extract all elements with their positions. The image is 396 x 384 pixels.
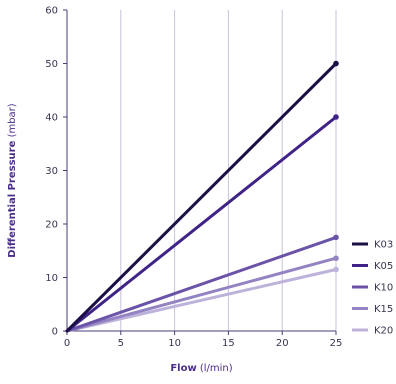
legend-label: K20: [374, 326, 393, 337]
x-tick-label: 20: [276, 338, 289, 349]
legend-label: K15: [374, 304, 393, 315]
y-tick-label: 30: [45, 166, 58, 177]
legend-label: K05: [374, 261, 393, 272]
x-tick-label: 0: [64, 338, 70, 349]
series-line-k05: [65, 115, 338, 333]
y-tick-label: 0: [52, 327, 58, 338]
y-axis-title-unit: (mbar): [7, 103, 18, 140]
series-line-k20: [65, 268, 338, 333]
series-line-k15: [65, 256, 338, 333]
y-tick-label: 40: [45, 113, 58, 124]
legend: K03 K05 K10 K15 K20: [352, 240, 393, 337]
x-tick-label: 15: [222, 338, 235, 349]
series-end-point-k20: [333, 266, 339, 273]
x-axis-title: Flow (l/min): [170, 363, 232, 374]
x-axis-title-bold: Flow: [170, 363, 196, 374]
y-ticks: 0 10 20 30 40 50 60: [45, 6, 67, 338]
y-axis-title: Differential Pressure (mbar): [7, 103, 18, 258]
series-lines: [65, 60, 339, 333]
legend-label: K03: [374, 240, 393, 251]
x-tick-label: 25: [330, 338, 343, 349]
series-end-point-k10: [333, 234, 339, 241]
y-tick-label: 10: [45, 273, 58, 284]
series-end-point-k05: [333, 114, 339, 120]
x-axis-title-unit: (l/min): [197, 363, 233, 374]
series-end-point-k15: [333, 255, 339, 262]
y-tick-label: 50: [45, 59, 58, 70]
series-end-point-k03: [333, 60, 339, 67]
x-ticks: 0 5 10 15 20 25: [64, 331, 343, 349]
x-tick-label: 5: [118, 338, 124, 349]
y-tick-label: 60: [45, 6, 58, 17]
legend-label: K10: [374, 283, 393, 294]
y-tick-label: 20: [45, 220, 58, 231]
series-line-k10: [65, 235, 338, 333]
y-axis-title-bold: Differential Pressure: [7, 140, 18, 257]
series-line-k03: [65, 62, 338, 333]
x-tick-label: 10: [168, 338, 181, 349]
